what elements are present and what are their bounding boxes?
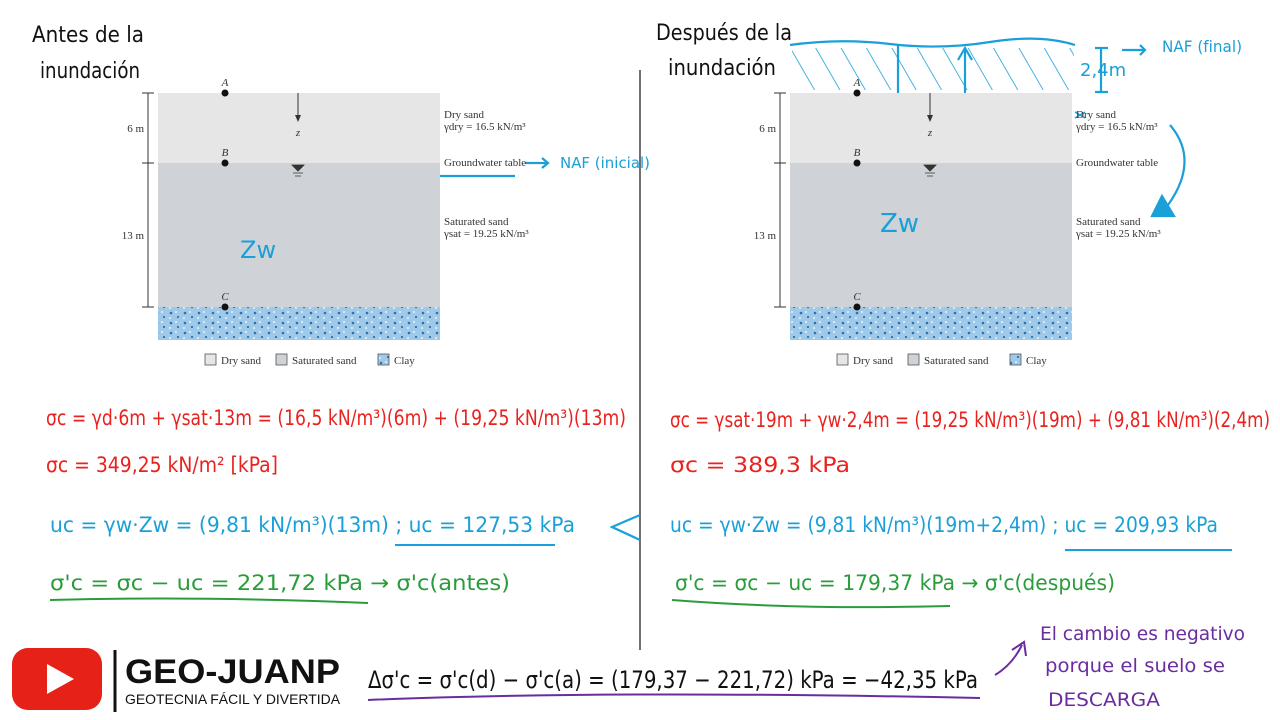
depth-label: 6 m — [759, 123, 776, 135]
layer-label: γsat = 19.25 kN/m³ — [443, 228, 529, 240]
equation: σ'c = σc − uc = 179,37 kPa → σ'c(después… — [675, 571, 1115, 595]
layer-label: Groundwater table — [1076, 157, 1158, 169]
point-label: B — [854, 147, 861, 159]
point — [853, 303, 861, 311]
logo-play — [47, 664, 74, 694]
legend-label: Saturated sand — [924, 355, 989, 367]
equation: σc = γsat·19m + γw·2,4m = (19,25 kN/m³)(… — [670, 408, 1270, 432]
note-line: DESCARGA — [1048, 689, 1160, 711]
annotation: inundación — [668, 56, 776, 81]
equation: uc = γw·Zw = (9,81 kN/m³)(13m) ; uc = 12… — [50, 513, 575, 537]
annotation: 2,4m — [1080, 60, 1126, 81]
layer-label: γdry = 16.5 kN/m³ — [443, 121, 526, 133]
point — [221, 303, 229, 311]
equation: uc = γw·Zw = (9,81 kN/m³)(19m+2,4m) ; uc… — [670, 513, 1218, 537]
point-label: C — [853, 291, 861, 303]
clay-layer — [790, 307, 1072, 340]
water-table-symbol — [923, 164, 937, 177]
legend-swatch — [204, 353, 217, 366]
dry-sand-layer — [790, 93, 1072, 163]
z-arrowhead — [927, 115, 933, 122]
annotation: Antes de la — [32, 23, 144, 48]
legend-swatch — [377, 353, 390, 366]
saturated-sand-layer — [158, 163, 440, 307]
annotation: inundación — [40, 59, 140, 84]
point — [853, 89, 861, 97]
legend-label: Dry sand — [853, 355, 894, 367]
depth-label: 13 m — [754, 230, 777, 242]
legend-label: Clay — [1026, 355, 1047, 367]
legend-label: Dry sand — [221, 355, 262, 367]
equation: σc = 389,3 kPa — [670, 453, 850, 477]
underlines — [49, 544, 1232, 701]
saturated-sand-layer — [790, 163, 1072, 307]
result-equation: Δσ'c = σ'c(d) − σ'c(a) = (179,37 − 221,7… — [368, 666, 978, 694]
layer-label: γdry = 16.5 kN/m³ — [1075, 121, 1158, 133]
brand-text: GEO-JUANP — [125, 653, 340, 691]
note-line: porque el suelo se — [1045, 655, 1225, 677]
note-line: El cambio es negativo — [1040, 623, 1245, 645]
brand-text: GEOTECNIA FÁCIL Y DIVERTIDA — [125, 691, 341, 707]
depth-label: 6 m — [127, 123, 144, 135]
layer-label: γsat = 19.25 kN/m³ — [1075, 228, 1161, 240]
layer-label: Groundwater table — [444, 157, 526, 169]
annotation: NAF (inicial) — [560, 154, 650, 172]
layer-label: Saturated sand — [1076, 216, 1141, 228]
z-arrowhead — [295, 115, 301, 122]
z-label: z — [295, 127, 301, 139]
legend-swatch — [1009, 353, 1022, 366]
layer-label: Dry sand — [444, 109, 485, 121]
point-label: B — [222, 147, 229, 159]
depth-label: 13 m — [122, 230, 145, 242]
texts: Antes de la inundación Después de la inunda… — [32, 21, 1270, 711]
equation: σ'c = σc − uc = 221,72 kPa → σ'c(antes) — [50, 571, 510, 595]
point-label: A — [853, 77, 861, 89]
point-label: C — [221, 291, 229, 303]
equation: σc = γd·6m + γsat·13m = (16,5 kN/m³)(6m)… — [46, 406, 626, 430]
legend-label: Clay — [394, 355, 415, 367]
annotation: Zw — [240, 236, 276, 264]
z-label: z — [927, 127, 933, 139]
logo — [12, 648, 117, 712]
layer-label: Dry sand — [1076, 109, 1117, 121]
equation: σc = 349,25 kN/m² [kPa] — [46, 453, 278, 477]
legend-label: Saturated sand — [292, 355, 357, 367]
legend-swatch — [836, 353, 849, 366]
point-label: A — [221, 77, 229, 89]
annotation: NAF (final) — [1162, 37, 1242, 56]
clay-layer — [158, 307, 440, 340]
annotation: Después de la — [656, 21, 792, 46]
water-table-symbol — [291, 164, 305, 177]
legend-swatch — [275, 353, 288, 366]
point — [221, 89, 229, 97]
annotation: Zw — [880, 209, 919, 239]
legend-swatch — [907, 353, 920, 366]
layer-label: Saturated sand — [444, 216, 509, 228]
point — [853, 159, 861, 167]
point — [221, 159, 229, 167]
dry-sand-layer — [158, 93, 440, 163]
